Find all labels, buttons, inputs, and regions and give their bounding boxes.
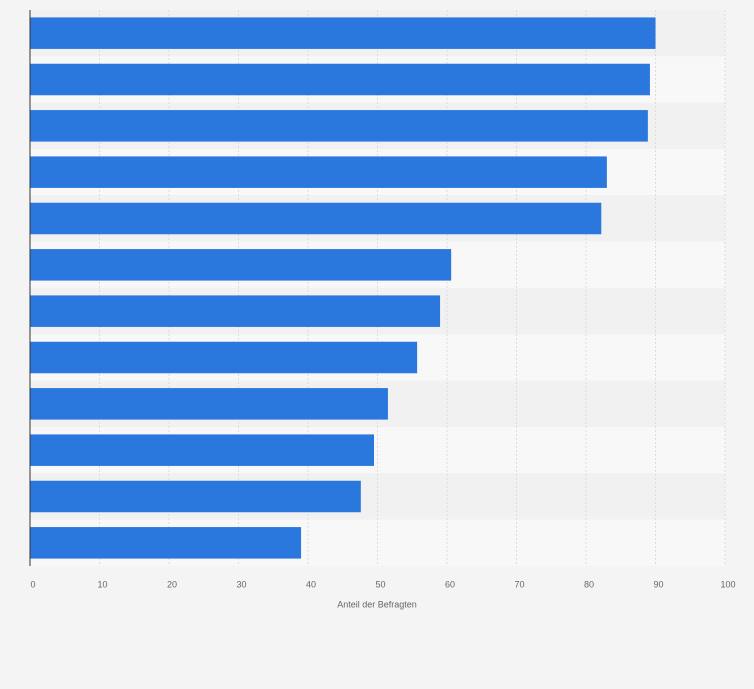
bar <box>30 110 648 142</box>
x-tick-label: 70 <box>514 579 524 589</box>
bar <box>30 527 302 559</box>
x-tick-label: 40 <box>306 579 316 589</box>
bar <box>30 63 650 96</box>
bar <box>30 17 656 49</box>
x-tick-label: 30 <box>236 579 246 589</box>
bar <box>30 156 607 188</box>
bar <box>30 202 602 235</box>
x-tick-label: 0 <box>30 579 35 589</box>
x-tick-label: 90 <box>653 579 663 589</box>
x-tick-label: 20 <box>167 579 177 589</box>
bar <box>30 480 361 513</box>
x-tick-label: 60 <box>445 579 455 589</box>
x-tick-label: 50 <box>375 579 385 589</box>
bar <box>30 434 375 466</box>
bar <box>30 341 418 374</box>
bar <box>30 388 388 420</box>
x-axis-label: Anteil der Befragten <box>337 599 417 609</box>
bar <box>30 295 441 327</box>
bar <box>30 249 452 281</box>
x-tick-label: 10 <box>97 579 107 589</box>
x-tick-label: 100 <box>720 579 735 589</box>
x-tick-label: 80 <box>584 579 594 589</box>
